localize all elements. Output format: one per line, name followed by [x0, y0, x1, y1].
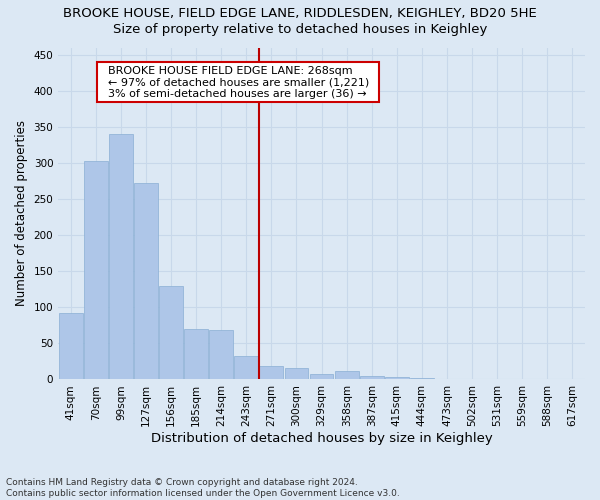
Bar	[59, 313, 83, 380]
Bar	[485, 378, 509, 380]
Bar	[159, 286, 183, 380]
Y-axis label: Number of detached properties: Number of detached properties	[15, 120, 28, 306]
Bar	[84, 161, 108, 380]
Bar	[184, 329, 208, 380]
Bar	[560, 378, 584, 380]
Bar	[134, 183, 158, 380]
Bar	[435, 378, 459, 380]
Bar	[535, 378, 559, 380]
Text: Size of property relative to detached houses in Keighley: Size of property relative to detached ho…	[113, 22, 487, 36]
Bar	[410, 378, 434, 380]
Bar	[335, 371, 359, 380]
Bar	[284, 368, 308, 380]
X-axis label: Distribution of detached houses by size in Keighley: Distribution of detached houses by size …	[151, 432, 493, 445]
Bar	[209, 330, 233, 380]
Text: BROOKE HOUSE FIELD EDGE LANE: 268sqm  
  ← 97% of detached houses are smaller (1: BROOKE HOUSE FIELD EDGE LANE: 268sqm ← 9…	[101, 66, 376, 98]
Bar	[360, 376, 383, 380]
Text: BROOKE HOUSE, FIELD EDGE LANE, RIDDLESDEN, KEIGHLEY, BD20 5HE: BROOKE HOUSE, FIELD EDGE LANE, RIDDLESDE…	[63, 8, 537, 20]
Bar	[310, 374, 334, 380]
Bar	[385, 376, 409, 380]
Bar	[109, 134, 133, 380]
Bar	[235, 356, 258, 380]
Text: Contains HM Land Registry data © Crown copyright and database right 2024.
Contai: Contains HM Land Registry data © Crown c…	[6, 478, 400, 498]
Bar	[259, 366, 283, 380]
